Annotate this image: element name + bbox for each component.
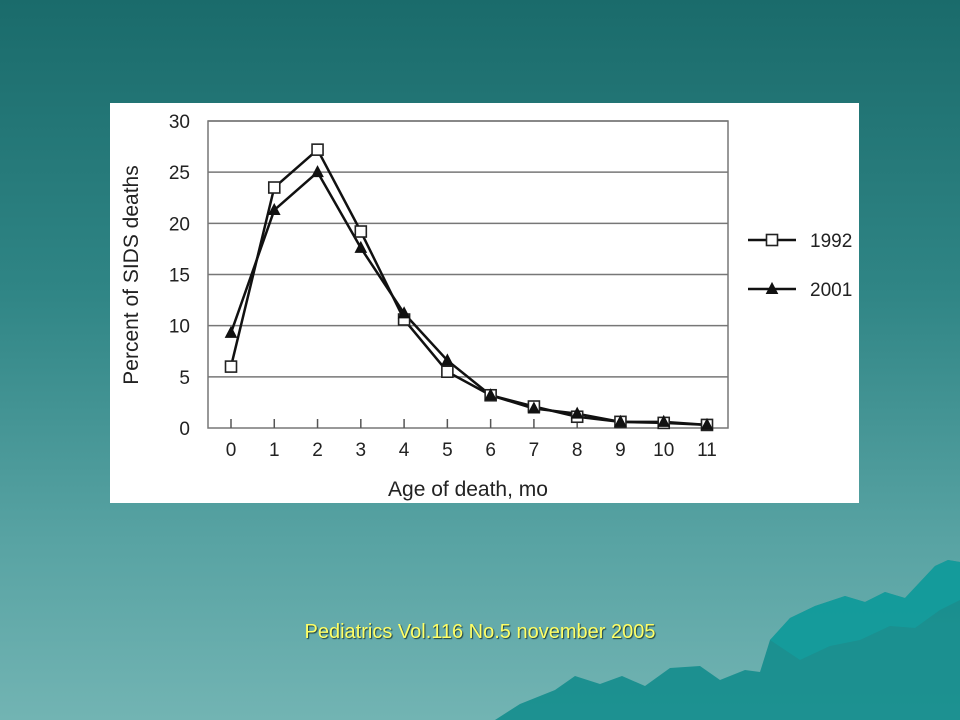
x-tick-label: 2 xyxy=(312,440,323,461)
x-tick-label: 6 xyxy=(485,440,496,461)
data-point-2001 xyxy=(224,325,238,338)
x-tick-label: 5 xyxy=(442,440,453,461)
legend-label-1992: 1992 xyxy=(810,231,852,252)
decorative-mountain-ridge xyxy=(770,560,960,660)
legend-marker-2001 xyxy=(765,281,779,294)
x-tick-label: 4 xyxy=(399,440,410,461)
y-tick-label: 10 xyxy=(169,317,190,338)
y-tick-label: 0 xyxy=(179,419,190,440)
data-point-2001 xyxy=(614,414,627,427)
sids-age-chart: 0 5 10 15 20 25 30 0 1 2 3 4 5 6 7 8 9 10 11 1992 2001 Age … xyxy=(120,112,852,501)
y-tick-label: 20 xyxy=(169,214,190,235)
data-point-1992 xyxy=(441,365,454,379)
data-point-2001 xyxy=(570,406,584,419)
y-tick-label: 25 xyxy=(169,163,190,184)
y-tick-label: 5 xyxy=(179,368,190,389)
x-tick-label: 1 xyxy=(269,440,280,461)
series-layer xyxy=(224,143,714,432)
axis-layer: 0 5 10 15 20 25 30 0 1 2 3 4 5 6 7 8 9 10 11 xyxy=(169,112,729,461)
x-tick-label: 11 xyxy=(697,440,717,461)
data-point-2001 xyxy=(267,202,281,216)
x-tick-label: 3 xyxy=(356,440,367,461)
x-tick-label: 7 xyxy=(529,440,540,461)
citation-text: Pediatrics Vol.116 No.5 november 2005 xyxy=(304,621,656,643)
legend-label-2001: 2001 xyxy=(810,280,852,301)
x-tick-label: 0 xyxy=(226,440,237,461)
data-point-1992 xyxy=(311,143,324,156)
data-point-1992 xyxy=(267,181,281,194)
grid-layer xyxy=(208,120,728,378)
x-tick-label: 9 xyxy=(615,440,626,461)
x-axis-label: Age of death, mo xyxy=(388,478,548,501)
data-point-2001 xyxy=(397,306,411,319)
y-axis-label: Percent of SIDS deaths xyxy=(120,165,143,384)
x-tick-label: 8 xyxy=(572,440,583,461)
legend-marker-1992 xyxy=(765,233,779,247)
series-line-2001 xyxy=(229,170,708,427)
data-point-2001 xyxy=(441,353,454,366)
data-point-2001 xyxy=(354,240,368,253)
data-point-2001 xyxy=(657,414,671,427)
data-point-2001 xyxy=(700,417,714,430)
data-point-2001 xyxy=(484,388,497,401)
data-point-2001 xyxy=(527,401,541,414)
series-line-1992 xyxy=(229,148,708,427)
y-tick-label: 30 xyxy=(169,112,190,133)
data-point-1992 xyxy=(354,225,368,238)
y-tick-label: 15 xyxy=(169,266,190,287)
x-tick-label: 10 xyxy=(653,440,674,461)
data-point-1992 xyxy=(224,360,238,373)
plot-frame xyxy=(207,120,729,429)
chart-panel: 0 5 10 15 20 25 30 0 1 2 3 4 5 6 7 8 9 10 11 1992 2001 Age … xyxy=(110,103,859,503)
legend: 1992 2001 xyxy=(748,231,852,301)
data-point-2001 xyxy=(311,165,324,178)
